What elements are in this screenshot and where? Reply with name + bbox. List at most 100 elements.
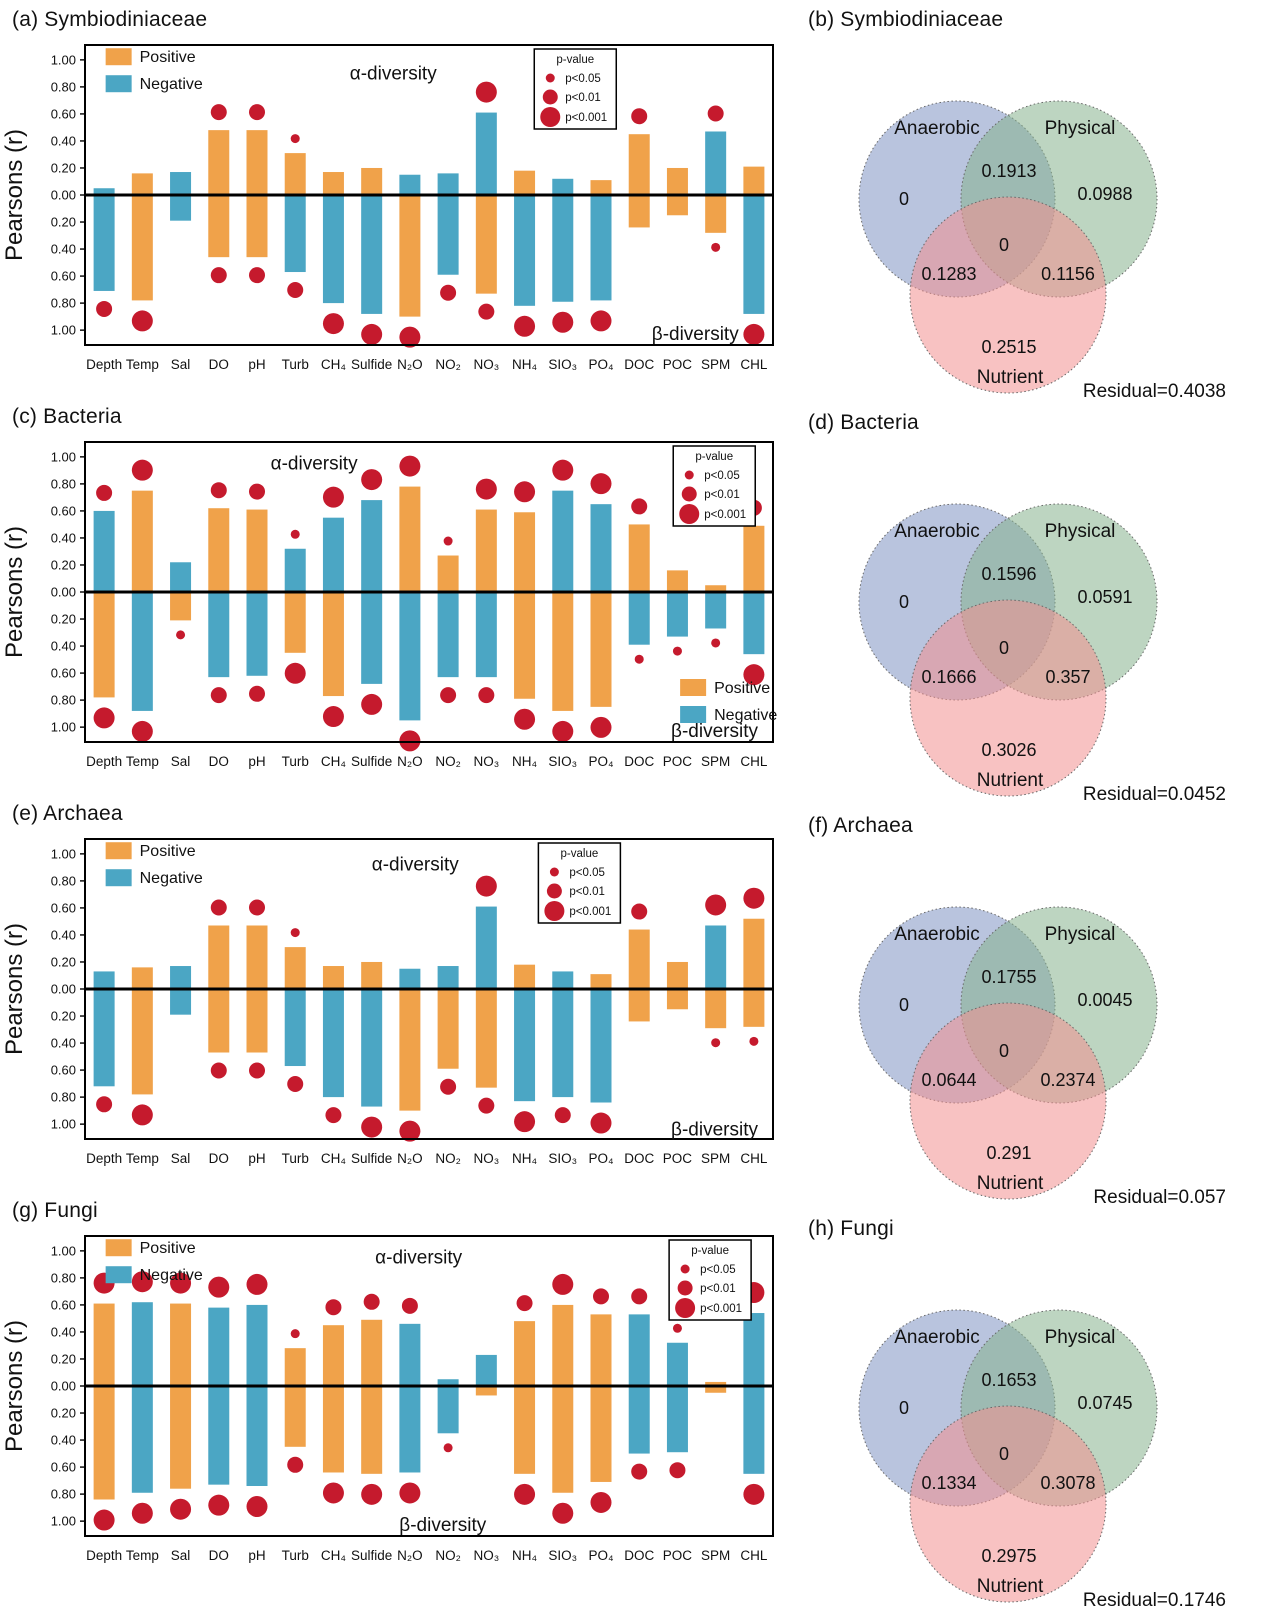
bar-alpha-SPM: [705, 925, 727, 989]
x-label-SPM: SPM: [701, 1548, 730, 1563]
bar-beta-Sulfide: [361, 989, 383, 1107]
venn-value-anaerobic-nutrient: 0.0644: [921, 1070, 976, 1090]
panel-f-title: (f) Archaea: [808, 814, 913, 837]
sig-dot-beta-N₂O-p0.001: [399, 730, 421, 752]
bar-beta-NO₃: [475, 989, 497, 1088]
x-label-N₂O: N₂O: [397, 357, 423, 372]
bar-alpha-Turb: [284, 1348, 306, 1386]
sig-dot-alpha-DO-p0.01: [210, 104, 227, 121]
panel-d: (d) Bacteria Anaerobic Physical Nutrient 0 0…: [792, 411, 1267, 808]
sig-dot-alpha-pH-p0.01: [249, 104, 265, 121]
bar-beta-Sulfide: [361, 1386, 383, 1474]
pvalue-legend-dot-0: [680, 1264, 690, 1274]
y-tick-label: 0.60: [51, 269, 76, 284]
sig-dot-alpha-DO-p0.01: [210, 899, 227, 916]
legend-positive-label: Positive: [140, 1240, 196, 1257]
pvalue-legend-label-1: p<0.01: [569, 886, 605, 898]
bar-alpha-NH₄: [514, 1321, 536, 1386]
bar-beta-SIO₃: [552, 989, 574, 1098]
sig-dot-beta-pH-p0.01: [249, 267, 265, 284]
x-label-NO₃: NO₃: [473, 1548, 499, 1563]
bar-beta-N₂O: [399, 592, 421, 721]
x-label-Sulfide: Sulfide: [351, 357, 392, 372]
panel-a-title: (a) Symbiodiniaceae: [12, 8, 208, 31]
bar-beta-Sulfide: [361, 592, 383, 684]
bar-beta-pH: [246, 195, 268, 258]
y-tick-label: 0.40: [51, 927, 76, 942]
panel-c-title: (c) Bacteria: [12, 405, 122, 428]
bar-alpha-pH: [246, 509, 268, 592]
panel-g: (g) Fungi 1.00 0.80 0.60 0.40 0.20 0.00 0.20 0.…: [0, 1199, 792, 1570]
bar-alpha-NH₄: [514, 512, 536, 592]
x-label-Temp: Temp: [126, 357, 159, 372]
sig-dot-alpha-DO-p0.01: [210, 482, 227, 499]
bar-beta-NO₃: [475, 1386, 497, 1396]
y-tick-label: 0.20: [51, 1351, 76, 1366]
bar-alpha-POC: [666, 961, 688, 989]
y-tick-label: 0.80: [51, 79, 76, 94]
venn-value-center: 0: [999, 1444, 1009, 1464]
bar-beta-Sulfide: [361, 195, 383, 314]
sig-dot-alpha-DOC-p0.01: [631, 903, 648, 920]
venn-circle-nutrient: [909, 196, 1107, 394]
x-label-Sulfide: Sulfide: [351, 1151, 392, 1166]
x-label-POC: POC: [663, 1151, 693, 1166]
bar-alpha-Depth: [93, 1303, 115, 1386]
venn-value-nutrient-only: 0.2975: [981, 1546, 1036, 1566]
panel-a: (a) Symbiodiniaceae 1.00 0.80 0.60 0.40 0.20…: [0, 8, 792, 379]
bar-alpha-Sal: [170, 562, 192, 592]
bar-alpha-Temp: [131, 967, 153, 989]
legend-positive-swatch: [105, 1239, 132, 1257]
venn-value-anaerobic-physical: 0.1596: [981, 564, 1036, 584]
bar-beta-CHL: [743, 1386, 765, 1474]
sig-dot-beta-Turb-p0.01: [287, 1076, 304, 1093]
bar-beta-Turb: [284, 1386, 306, 1447]
x-label-Depth: Depth: [86, 1151, 122, 1166]
sig-dot-beta-pH-p0.01: [249, 685, 265, 702]
pvalue-legend-label-1: p<0.01: [700, 1283, 736, 1295]
sig-dot-beta-CH₄-p0.001: [322, 1482, 344, 1504]
y-tick-label: 1.00: [51, 846, 76, 861]
venn-residual-label: Residual=0.057: [1093, 1187, 1226, 1208]
sig-dot-alpha-NO₃-p0.001: [475, 875, 497, 897]
bar-beta-Turb: [284, 989, 306, 1067]
sig-dot-beta-NH₄-p0.001: [514, 315, 536, 337]
bar-alpha-Sulfide: [361, 1319, 383, 1386]
bar-alpha-DO: [208, 508, 230, 592]
y-tick-label: 0.60: [51, 1063, 76, 1078]
x-label-Turb: Turb: [282, 754, 309, 769]
venn-value-center: 0: [999, 235, 1009, 255]
bar-beta-pH: [246, 1386, 268, 1486]
legend-positive-label: Positive: [714, 680, 770, 697]
sig-dot-alpha-Turb-p0.05: [290, 529, 300, 539]
bar-beta-SIO₃: [552, 592, 574, 711]
panel-b-title: (b) Symbiodiniaceae: [808, 8, 1004, 31]
bar-alpha-POC: [666, 167, 688, 195]
x-label-NH₄: NH₄: [512, 357, 537, 372]
sig-dot-beta-Depth-p0.001: [93, 707, 115, 729]
bar-beta-PO₄: [590, 1386, 612, 1482]
venn-value-physical-nutrient: 0.1156: [1041, 264, 1095, 284]
bar-alpha-CH₄: [322, 1325, 344, 1386]
bar-alpha-PO₄: [590, 180, 612, 195]
sig-dot-beta-PO₄-p0.001: [590, 716, 612, 738]
bar-alpha-DOC: [628, 134, 650, 195]
panel-c: (c) Bacteria 1.00 0.80 0.60 0.40 0.20 0.00 0.2…: [0, 405, 792, 776]
bar-beta-Sal: [170, 989, 192, 1015]
y-axis-label: Pearsons (r): [1, 526, 28, 658]
venn-set-label-anaerobic: Anaerobic: [894, 521, 980, 542]
bar-alpha-SPM: [705, 585, 727, 592]
legend-positive-label: Positive: [140, 49, 196, 66]
venn-value-anaerobic-nutrient: 0.1666: [921, 667, 976, 687]
x-label-PO₄: PO₄: [588, 754, 613, 769]
y-tick-label: 0.60: [51, 666, 76, 681]
bar-beta-N₂O: [399, 1386, 421, 1473]
bar-beta-CH₄: [322, 195, 344, 304]
bar-alpha-NO₃: [475, 906, 497, 989]
bar-alpha-N₂O: [399, 968, 421, 989]
legend-positive-label: Positive: [140, 843, 196, 860]
x-label-CHL: CHL: [740, 1548, 767, 1563]
legend-negative-label: Negative: [140, 1267, 203, 1284]
bar-beta-Depth: [93, 195, 115, 291]
beta-diversity-label: β-diversity: [652, 324, 739, 345]
